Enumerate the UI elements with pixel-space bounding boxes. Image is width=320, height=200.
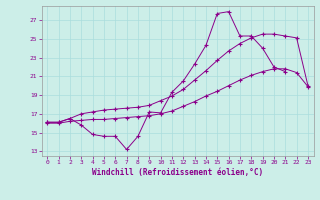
X-axis label: Windchill (Refroidissement éolien,°C): Windchill (Refroidissement éolien,°C) xyxy=(92,168,263,177)
